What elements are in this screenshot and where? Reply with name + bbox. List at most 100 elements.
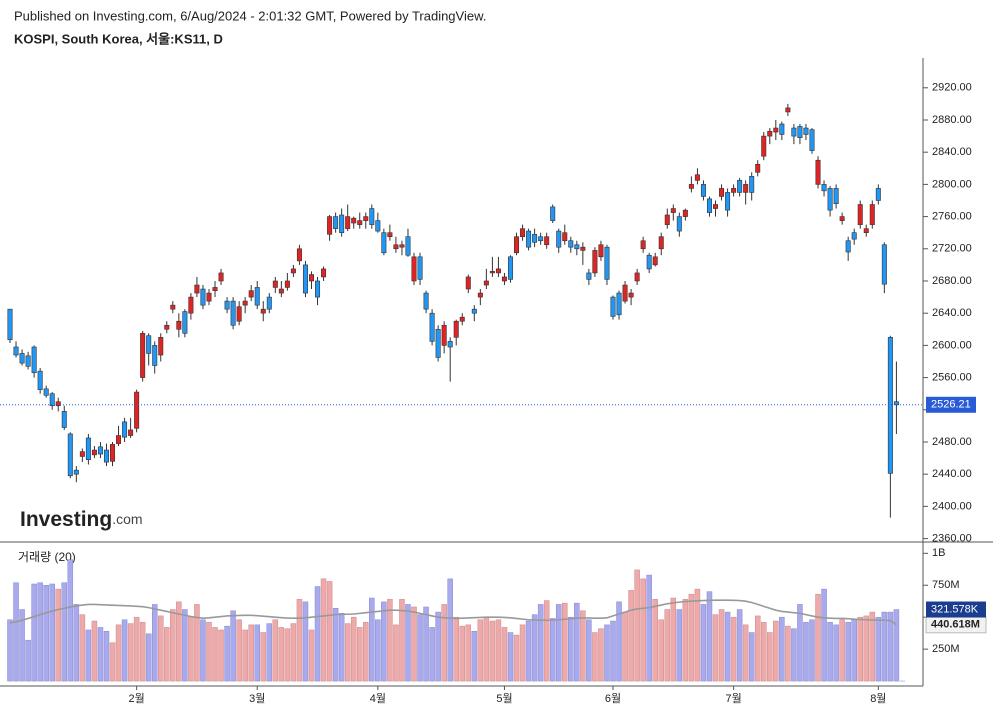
volume-bar xyxy=(206,622,212,682)
volume-bar xyxy=(387,599,393,682)
volume-bar xyxy=(682,599,689,682)
volume-bar xyxy=(700,604,707,682)
candle-body xyxy=(501,276,507,282)
candle-body xyxy=(694,174,700,181)
candle-body xyxy=(152,345,158,366)
volume-bar xyxy=(730,616,737,682)
candle-body xyxy=(296,248,302,262)
volume-bar xyxy=(857,616,863,682)
candle-body xyxy=(13,346,19,356)
volume-tick-label: 1B xyxy=(932,547,945,559)
candle-body xyxy=(682,209,688,217)
candle-body xyxy=(218,272,224,282)
candle-body xyxy=(176,320,182,330)
candle-body xyxy=(592,250,598,274)
candle-body xyxy=(73,469,79,475)
candle-body xyxy=(91,449,97,456)
candle-body xyxy=(664,214,670,225)
candle-body xyxy=(616,292,622,316)
candle-body xyxy=(863,228,869,233)
candle-body xyxy=(212,287,218,291)
candle-body xyxy=(200,288,206,306)
candle-body xyxy=(580,246,586,251)
volume-bar xyxy=(145,633,152,682)
candle-body xyxy=(821,184,827,192)
volume-bar xyxy=(133,616,140,682)
volume-bar xyxy=(363,622,369,682)
volume-bar xyxy=(694,588,701,682)
volume-bar xyxy=(188,616,194,682)
candle-body xyxy=(574,244,580,250)
y-tick-label: 2920.00 xyxy=(932,82,972,94)
candle-body xyxy=(725,192,731,211)
candle-body xyxy=(278,288,284,294)
volume-bar xyxy=(875,616,882,682)
x-tick-label: 2월 xyxy=(129,692,145,705)
candle-body xyxy=(767,130,773,137)
candle-body xyxy=(568,240,574,248)
candle-body xyxy=(128,429,134,436)
volume-bar xyxy=(423,606,429,682)
volume-bar xyxy=(712,614,719,682)
volume-bar xyxy=(254,624,260,682)
candle-body xyxy=(875,188,881,201)
candle-body xyxy=(700,184,706,197)
volume-bar xyxy=(863,615,870,682)
volume-bar xyxy=(543,600,550,682)
candle-body xyxy=(49,393,55,407)
candle-body xyxy=(453,320,459,338)
candle-body xyxy=(333,216,339,229)
candle-body xyxy=(749,176,755,193)
candle-body xyxy=(254,287,260,306)
volume-bar xyxy=(7,619,13,682)
candle-body xyxy=(471,308,477,314)
volume-bar xyxy=(356,627,363,682)
volume-bar xyxy=(797,604,803,682)
volume-bar xyxy=(25,639,31,682)
volume-bar xyxy=(519,624,526,682)
candle-body xyxy=(755,163,761,173)
candle-body xyxy=(405,236,411,256)
volume-bar xyxy=(266,623,273,682)
candle-body xyxy=(779,123,785,135)
candle-body xyxy=(706,198,712,213)
candle-body xyxy=(79,451,85,457)
volume-bar xyxy=(676,609,683,682)
candle-body xyxy=(785,107,791,113)
candle-body xyxy=(459,316,465,322)
volume-bar xyxy=(568,616,574,682)
candle-body xyxy=(526,230,532,248)
volume-bar xyxy=(773,620,779,682)
candle-body xyxy=(550,206,556,221)
volume-bar xyxy=(471,631,478,682)
candle-body xyxy=(19,353,25,364)
x-tick-label: 7월 xyxy=(725,692,741,705)
volume-bar xyxy=(248,624,254,682)
volume-bar xyxy=(435,611,441,682)
candle-body xyxy=(61,411,67,428)
volume-bar xyxy=(115,624,122,682)
volume-bar xyxy=(170,609,176,682)
logo: Investing.com xyxy=(20,508,143,531)
y-tick-label: 2800.00 xyxy=(932,178,972,190)
volume-bar xyxy=(839,619,845,682)
volume-bar xyxy=(592,632,598,682)
candle-body xyxy=(85,437,91,460)
candle-body xyxy=(302,264,308,294)
volume-bar xyxy=(399,599,405,682)
volume-bar xyxy=(31,583,37,682)
candle-body xyxy=(893,401,899,406)
volume-bar xyxy=(815,593,821,682)
candle-body xyxy=(851,232,857,240)
y-tick-label: 2760.00 xyxy=(932,210,972,222)
candle-body xyxy=(507,256,513,280)
volume-bar xyxy=(320,578,327,682)
candle-body xyxy=(604,246,610,280)
volume-last-box xyxy=(926,601,986,618)
volume-bar xyxy=(296,599,303,682)
subtitle: Published on Investing.com, 6/Aug/2024 -… xyxy=(14,8,486,23)
volume-bar xyxy=(869,611,876,682)
volume-bar xyxy=(658,619,664,682)
volume-bar xyxy=(73,604,80,682)
candle-body xyxy=(640,240,646,250)
